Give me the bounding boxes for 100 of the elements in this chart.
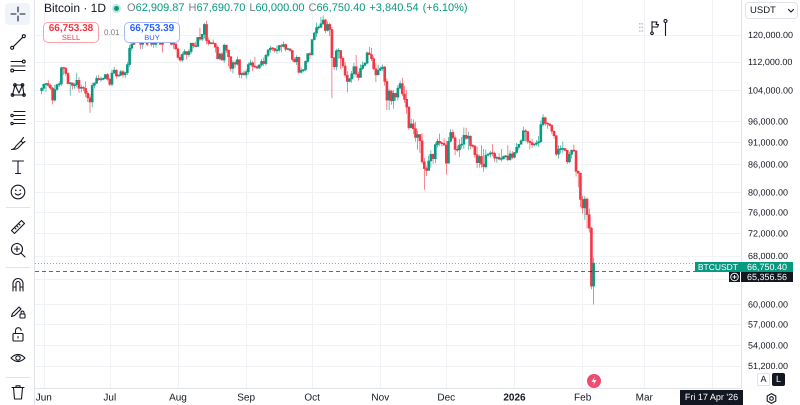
candlestick	[40, 86, 43, 94]
candlestick	[198, 27, 202, 42]
candlestick	[530, 138, 534, 148]
candlestick	[232, 60, 234, 74]
candlestick	[469, 135, 472, 150]
candlestick	[339, 50, 342, 70]
candlestick	[196, 36, 200, 47]
candlestick	[205, 20, 208, 44]
candlestick	[320, 16, 322, 29]
candlestick	[462, 127, 466, 150]
candlestick	[535, 140, 538, 146]
text: O62,909.87 H67,690.70 L60,000.00 C66,750.40 +3,840.54 (+6.10%)	[127, 2, 468, 14]
candlestick	[376, 64, 380, 76]
candlestick	[46, 80, 50, 88]
candlestick	[464, 128, 468, 140]
candlestick	[110, 69, 114, 87]
y-tick-label: 86,000.00	[748, 160, 788, 170]
candlestick	[282, 41, 285, 48]
candlestick	[185, 50, 188, 60]
candlestick	[335, 48, 338, 71]
candlestick	[515, 142, 518, 154]
candlestick	[430, 150, 432, 168]
candlestick	[194, 42, 197, 48]
candlestick	[62, 67, 65, 76]
candlestick	[234, 60, 236, 68]
x-tick-label: Nov	[371, 392, 390, 404]
text: Fri 17 Apr '26	[680, 390, 743, 405]
candlestick	[242, 70, 246, 76]
candlestick	[264, 54, 268, 66]
candlestick	[216, 45, 219, 60]
annotation: 66,753.39	[128, 23, 176, 34]
x-tick-label: Sep	[237, 392, 256, 404]
candlestick	[122, 70, 124, 78]
candlestick	[269, 46, 272, 53]
x-tick-label: Jun	[36, 392, 52, 404]
candlestick	[508, 150, 512, 162]
candlestick	[262, 57, 266, 66]
candlestick	[506, 144, 510, 162]
candlestick	[271, 46, 274, 52]
y-tick-label: 68,000.00	[748, 250, 788, 261]
candlestick	[240, 72, 244, 79]
candlestick	[300, 67, 302, 74]
candlestick	[254, 56, 256, 68]
candlestick	[60, 66, 63, 86]
candlestick	[550, 124, 554, 134]
candlestick	[484, 149, 488, 169]
candlestick	[488, 150, 492, 158]
y-tick-label: 104,000.00	[748, 86, 794, 96]
candlestick	[476, 146, 478, 168]
candlestick	[482, 148, 485, 172]
x-tick-label: Jul	[103, 392, 116, 404]
candlestick	[251, 60, 254, 72]
candlestick	[381, 64, 384, 71]
chart-title: Bitcoin · 1D	[44, 1, 106, 15]
candlestick	[592, 257, 595, 305]
candlestick	[222, 43, 226, 64]
candlestick	[532, 143, 536, 147]
candlestick	[276, 45, 278, 54]
candlestick	[78, 76, 80, 94]
candlestick	[544, 116, 547, 126]
candlestick	[146, 43, 148, 46]
candlestick	[220, 52, 224, 61]
candlestick	[568, 151, 571, 164]
candlestick	[68, 82, 72, 96]
candlestick	[278, 44, 280, 53]
candlestick	[500, 148, 503, 162]
candlestick	[115, 69, 118, 79]
auto-scale-button: A	[757, 373, 770, 386]
x-tick-label: 2026	[503, 392, 526, 404]
candlestick	[308, 52, 312, 60]
candlestick	[102, 77, 104, 81]
y-tick-label: 54,000.00	[748, 340, 788, 350]
candlestick	[44, 83, 48, 92]
x-tick-label: Oct	[304, 392, 320, 404]
currency-dropdown: USDT	[745, 2, 798, 19]
candlestick	[586, 197, 588, 229]
candlestick	[392, 90, 395, 109]
candlestick	[247, 62, 250, 75]
candlestick	[466, 131, 470, 150]
candlestick	[291, 50, 294, 62]
y-tick-label: 72,000.00	[748, 228, 788, 239]
y-tick-label: 57,000.00	[748, 319, 788, 330]
candlestick	[354, 54, 358, 78]
candlestick	[480, 144, 483, 168]
candlestick	[322, 15, 324, 26]
candlestick	[95, 75, 98, 84]
y-tick-label: 80,000.00	[748, 188, 788, 198]
candlestick	[414, 121, 417, 142]
candlestick	[75, 72, 78, 88]
candlestick	[498, 153, 500, 161]
candlestick	[42, 83, 46, 92]
candlestick	[150, 43, 153, 47]
candlestick	[152, 43, 156, 48]
candlestick	[570, 149, 573, 159]
candlestick	[104, 74, 107, 80]
candlestick	[280, 44, 283, 53]
y-tick-label: 96,000.00	[748, 116, 788, 127]
candlestick	[416, 130, 419, 150]
y-tick-label: 91,000.00	[748, 138, 788, 148]
log-scale-button: L	[772, 373, 785, 386]
